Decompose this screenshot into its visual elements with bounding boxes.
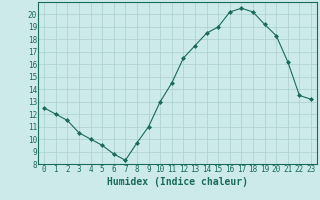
- X-axis label: Humidex (Indice chaleur): Humidex (Indice chaleur): [107, 177, 248, 187]
